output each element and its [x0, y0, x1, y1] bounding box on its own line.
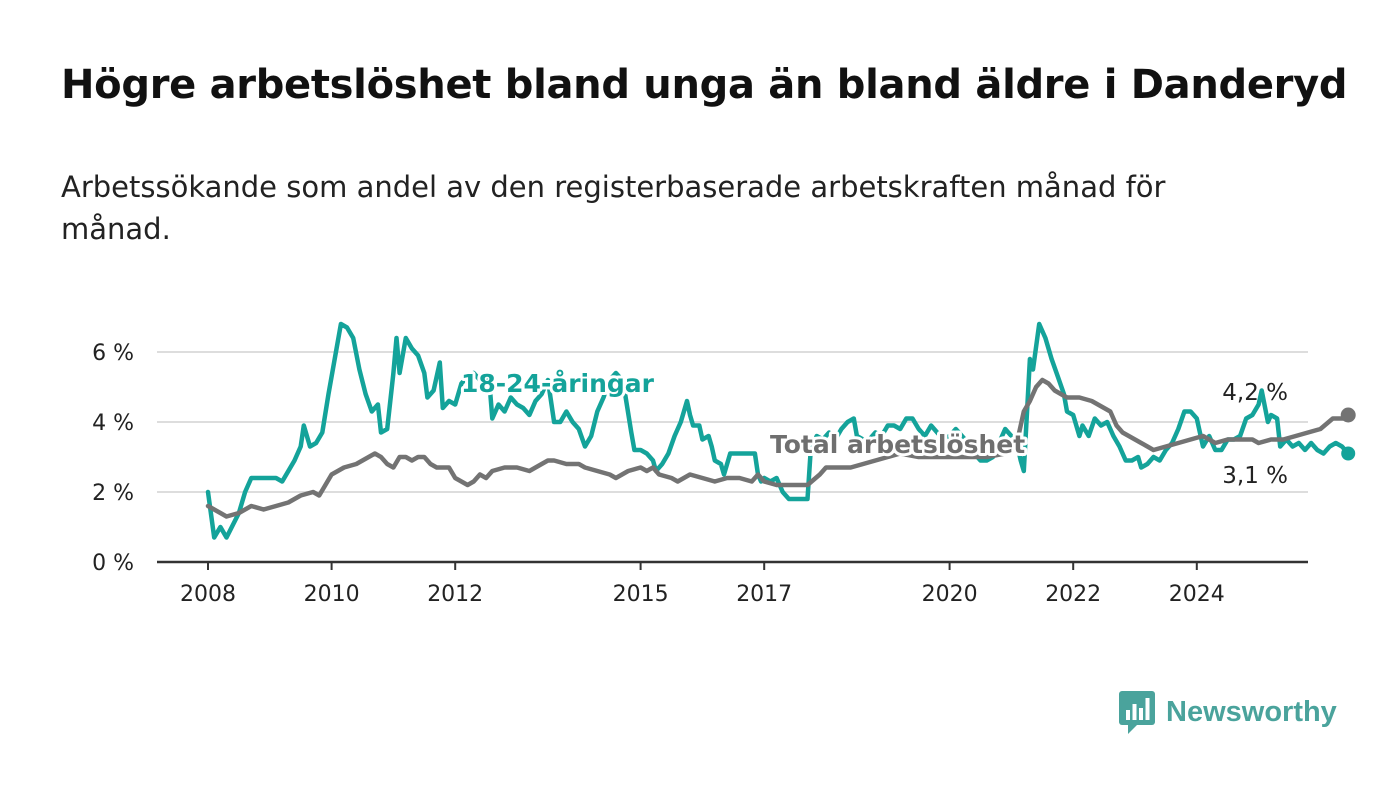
chart-subtitle: Arbetssökande som andel av den registerb…: [61, 170, 1166, 246]
x-tick-label: 2024: [1169, 582, 1225, 607]
chart-title: Högre arbetslöshet bland unga än bland ä…: [61, 62, 1348, 108]
brand-logo: Newsworthy: [1118, 688, 1337, 736]
x-tick-label: 2015: [613, 582, 669, 607]
x-tick-label: 2020: [922, 582, 978, 607]
x-tick-label: 2017: [736, 582, 792, 607]
y-tick-label: 6 %: [92, 341, 134, 366]
x-tick-label: 2012: [427, 582, 483, 607]
total-end-label: 4,2 %: [1222, 380, 1288, 406]
total-series-label: Total arbetslöshet: [770, 430, 1025, 459]
total-end-point: [1340, 407, 1356, 423]
y-tick-label: 4 %: [92, 411, 134, 436]
newsworthy-logo-icon: [1119, 691, 1155, 734]
x-tick-label: 2008: [180, 582, 236, 607]
youth-series-label: 18-24-åringar: [461, 369, 655, 398]
x-tick-label: 2022: [1045, 582, 1101, 607]
y-tick-label: 0 %: [92, 551, 134, 576]
series-line-youth: [205, 321, 1351, 540]
y-tick-label: 2 %: [92, 481, 134, 506]
youth-end-label: 3,1 %: [1222, 463, 1288, 489]
series-line-total: [205, 377, 1351, 519]
x-tick-label: 2010: [304, 582, 360, 607]
brand-name: Newsworthy: [1166, 695, 1337, 728]
youth-end-point: [1341, 446, 1356, 461]
